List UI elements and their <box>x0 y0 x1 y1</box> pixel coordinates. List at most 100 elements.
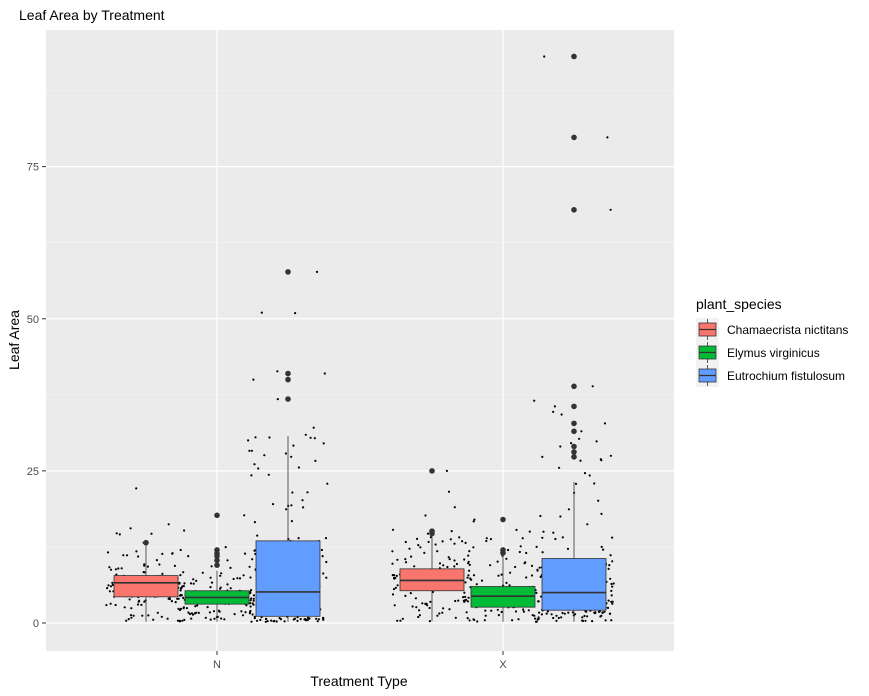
jitter-point <box>118 533 121 536</box>
jitter-point <box>537 600 540 603</box>
jitter-point <box>595 440 598 443</box>
jitter-point <box>583 614 586 618</box>
jitter-point <box>475 583 478 586</box>
jitter-point <box>265 617 268 621</box>
jitter-point <box>150 532 153 535</box>
jitter-point <box>201 571 204 574</box>
jitter-point <box>428 620 431 623</box>
jitter-point <box>607 567 610 571</box>
jitter-point <box>391 562 394 565</box>
jitter-point <box>510 619 514 622</box>
jitter-point <box>552 616 555 620</box>
x-tick-label: X <box>499 659 507 671</box>
outlier-point <box>571 420 577 427</box>
jitter-point <box>489 538 492 541</box>
jitter-point <box>253 463 256 466</box>
jitter-point <box>399 619 402 622</box>
jitter-point <box>135 487 138 490</box>
jitter-point <box>266 620 269 623</box>
jitter-point <box>178 620 181 623</box>
jitter-point <box>602 548 605 551</box>
jitter-point <box>238 577 242 580</box>
jitter-point <box>275 620 278 623</box>
legend: plant_species Chamaecrista nictitans Elym… <box>696 296 848 387</box>
jitter-point <box>454 599 457 603</box>
jitter-point <box>106 551 110 554</box>
jitter-point <box>522 610 526 613</box>
jitter-point <box>558 466 561 469</box>
jitter-point <box>436 550 439 553</box>
jitter-point <box>252 378 255 381</box>
jitter-point <box>248 602 252 605</box>
jitter-point <box>127 618 130 621</box>
outlier-point <box>214 562 220 568</box>
jitter-point <box>463 558 466 561</box>
jitter-point <box>607 599 610 602</box>
outlier-point <box>571 207 577 213</box>
box-iqr <box>113 575 179 598</box>
jitter-point <box>611 585 614 588</box>
jitter-point <box>243 514 246 517</box>
jitter-point <box>393 604 396 607</box>
jitter-point <box>316 620 319 623</box>
jitter-point <box>586 523 589 526</box>
jitter-point <box>580 430 583 433</box>
jitter-point <box>299 618 302 621</box>
axes: 0 25 50 75 N X <box>27 162 508 671</box>
jitter-point <box>610 582 613 586</box>
jitter-point <box>468 619 471 622</box>
jitter-point <box>284 452 287 455</box>
jitter-point <box>543 55 546 58</box>
jitter-point <box>220 617 223 620</box>
box-iqr <box>541 558 607 611</box>
jitter-point <box>574 482 578 485</box>
jitter-point <box>528 530 531 533</box>
jitter-point <box>566 547 570 551</box>
jitter-point <box>434 543 437 546</box>
jitter-point <box>465 598 468 602</box>
jitter-point <box>109 568 113 571</box>
x-axis-title: Treatment Type <box>310 673 407 689</box>
jitter-point <box>241 614 245 617</box>
jitter-point <box>483 619 486 622</box>
jitter-point <box>467 596 470 599</box>
jitter-point <box>591 385 594 388</box>
jitter-point <box>179 607 183 610</box>
jitter-point <box>541 551 544 554</box>
jitter-point <box>413 565 416 568</box>
jitter-point <box>408 547 411 550</box>
y-tick-label: 25 <box>27 466 39 478</box>
jitter-point <box>555 619 558 622</box>
y-tick-label: 0 <box>33 618 39 630</box>
jitter-point <box>251 558 254 561</box>
jitter-point <box>515 528 518 532</box>
outlier-point <box>571 449 577 455</box>
jitter-point <box>136 603 140 606</box>
jitter-point <box>232 577 235 581</box>
jitter-point <box>438 612 441 615</box>
jitter-point <box>469 577 472 580</box>
jitter-point <box>473 518 476 521</box>
y-tick-label: 75 <box>27 162 39 174</box>
jitter-point <box>120 567 123 570</box>
jitter-point <box>197 611 200 615</box>
jitter-point <box>268 436 271 439</box>
jitter-point <box>391 593 395 596</box>
jitter-point <box>138 599 141 602</box>
jitter-point <box>260 311 263 314</box>
jitter-point <box>561 536 564 539</box>
boxes <box>113 53 607 622</box>
jitter-point <box>600 512 603 516</box>
jitter-point <box>534 617 537 620</box>
jitter-point <box>514 610 518 613</box>
jitter-point <box>539 575 542 579</box>
jitter-point <box>107 584 110 587</box>
jitter-point <box>391 528 395 531</box>
jitter-point <box>584 619 587 622</box>
jitter-point <box>560 616 563 619</box>
jitter-point <box>249 589 253 592</box>
jitter-point <box>271 503 275 506</box>
jitter-point <box>530 574 534 577</box>
jitter-point <box>449 538 452 541</box>
jitter-point <box>109 585 113 588</box>
